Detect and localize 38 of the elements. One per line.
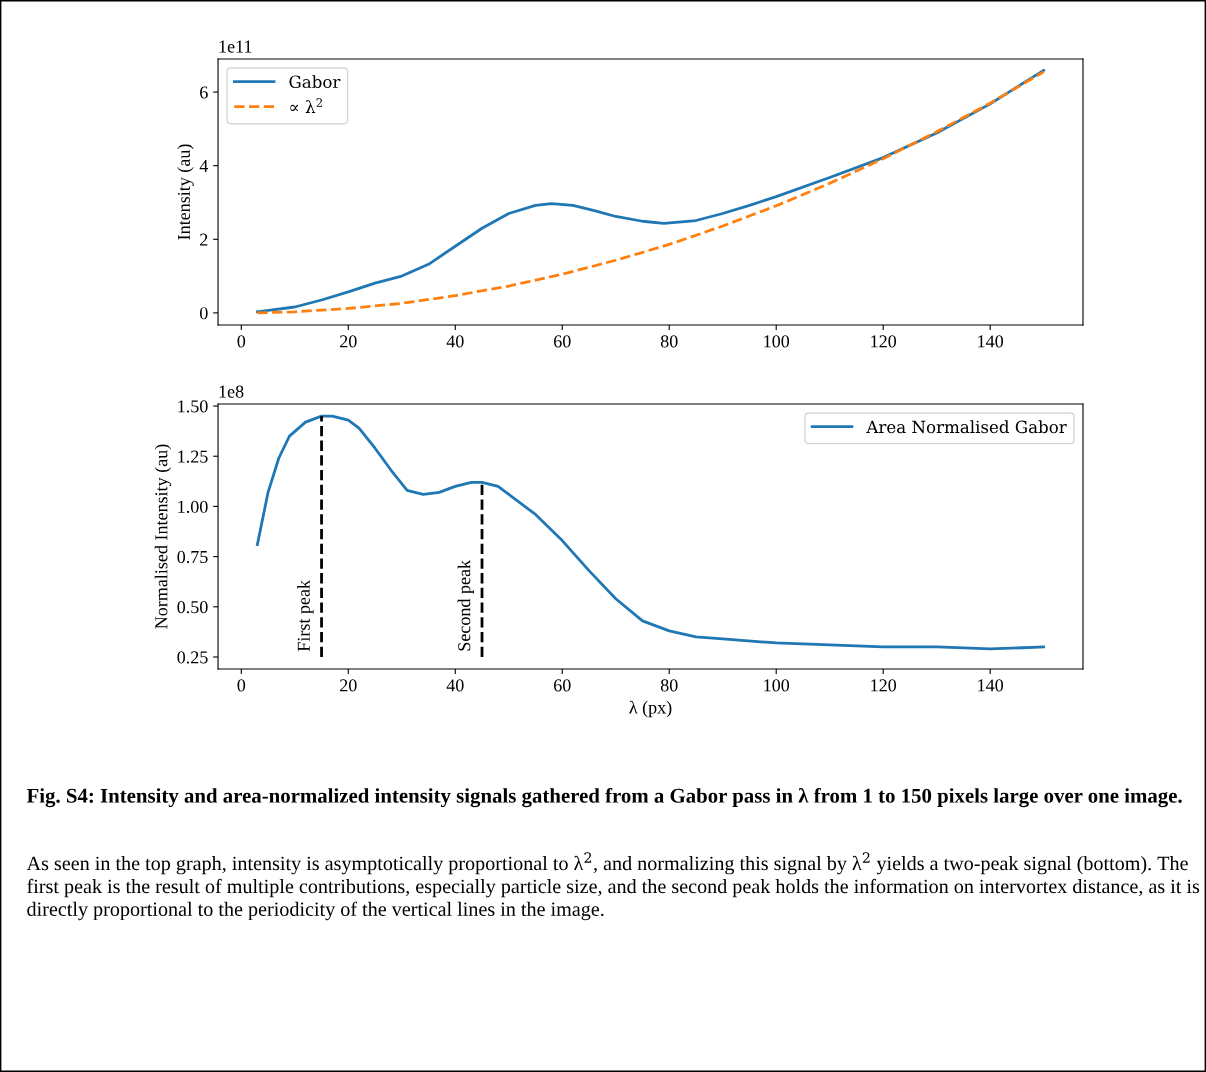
y-axis-title: Intensity (au): [177, 144, 194, 240]
y-tick-label: 0.75: [177, 550, 208, 564]
x-tick-label: 0: [237, 679, 246, 692]
y-tick-label: 0: [199, 307, 208, 320]
x-tick-label: 40: [446, 679, 464, 692]
x-tick-label: 20: [340, 679, 357, 692]
y-tick-label: 0.50: [177, 601, 208, 614]
ref-line-label: Second peak: [457, 559, 474, 651]
legend-label: Area Normalised Gabor: [866, 420, 1067, 434]
x-tick-label: 100: [764, 679, 790, 692]
x-tick-label: 120: [871, 335, 897, 348]
y-tick-label: 1.25: [178, 450, 208, 463]
text: As seen in the top graph, intensity is asymptotically proportional to λ$^{2}$, and normalizing this signal by λ$^{2}$ yields a two-peak signal (bottom). The first peak is the result of multiple contributions, especially particle size, and the second peak holds the information on intervortex distance, as it is directly proportional to the periodicity of the vertical lines in the image.: [26, 852, 1200, 921]
legend-label: ∝ λ$^{2}$: [290, 98, 323, 113]
y-tick-label: 0.25: [177, 651, 208, 664]
y-axis-title: Normalised Intensity (au): [154, 444, 172, 629]
x-axis-title: λ (px): [629, 700, 672, 718]
y-tick-label: 1.50: [178, 400, 208, 413]
x-tick-label: 100: [764, 335, 790, 348]
x-tick-label: 140: [978, 335, 1004, 348]
x-tick-label: 40: [446, 335, 464, 348]
y-tick-label: 4: [199, 160, 209, 172]
x-tick-label: 80: [660, 679, 678, 692]
y-tick-label: 2: [200, 233, 208, 246]
x-tick-label: 60: [554, 335, 571, 348]
x-tick-label: 120: [871, 679, 897, 692]
text: 1e8: [219, 385, 244, 398]
y-tick-label: 1.00: [178, 500, 208, 513]
y-tick-label: 6: [200, 86, 208, 99]
x-tick-label: 0: [237, 335, 246, 348]
caption: Fig. S4: Intensity and area-normalized intensity signals gathered from a Gabor pass in λ from 1 to 150 pixels large over one image.: [26, 787, 1182, 808]
x-tick-label: 140: [978, 679, 1004, 692]
x-tick-label: 60: [554, 679, 571, 692]
x-tick-label: 20: [340, 335, 357, 348]
legend-label: Gabor: [289, 75, 341, 89]
text: 1e11: [219, 40, 252, 53]
x-tick-label: 80: [660, 335, 678, 348]
ref-line-label: First peak: [297, 579, 314, 652]
